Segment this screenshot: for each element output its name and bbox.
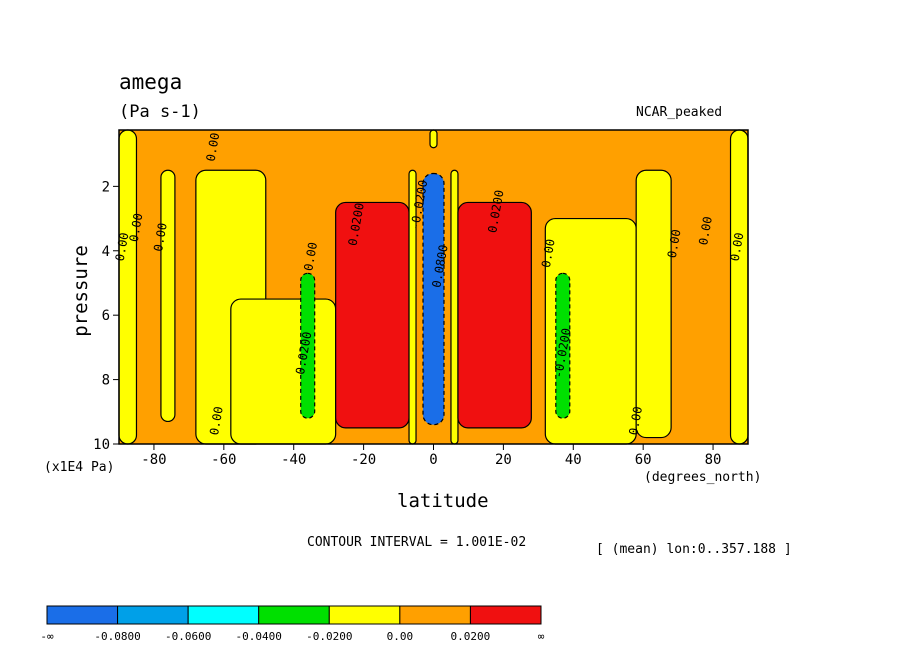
colorbar-label-7: ∞: [538, 630, 545, 643]
colorbar-label-3: -0.0400: [236, 630, 282, 643]
contour-label-14: 0.00: [665, 228, 684, 259]
y-tick-label-3: 8: [102, 373, 110, 389]
contour-region-13: [555, 272, 571, 419]
colorbar-bin-2: [187, 605, 260, 625]
contour-region-8: [422, 172, 445, 426]
contour-region-1: [118, 129, 138, 445]
contour-region-14: [635, 169, 672, 439]
x-tick-label-3: -20: [351, 452, 376, 468]
y-tick-label-0: 2: [102, 179, 110, 195]
contour-region-10: [457, 201, 532, 429]
x-tick-label-8: 80: [705, 452, 722, 468]
contour-label-16: 0.00: [728, 231, 747, 262]
contour-region-11: [429, 129, 438, 149]
contour-region-2: [160, 169, 176, 423]
x-tick-label-5: 20: [495, 452, 512, 468]
y-tick-label-1: 4: [102, 244, 110, 260]
contour-label-5: 0.00: [301, 241, 320, 272]
contour-region-5: [300, 272, 316, 419]
colorbar-label-2: -0.0600: [165, 630, 211, 643]
averaging-note: [ (mean) lon:0..357.188 ]: [596, 542, 792, 557]
colorbar-label-6: 0.0200: [451, 630, 491, 643]
y-axis-unit: (x1E4 Pa): [44, 460, 115, 475]
x-tick-label-7: 60: [635, 452, 652, 468]
contour-label-11: 0.00: [539, 238, 558, 269]
colorbar-bin-6: [469, 605, 542, 625]
y-tick-label-4: 10: [93, 437, 110, 453]
colorbar-bin-4: [328, 605, 401, 625]
x-tick-label-1: -60: [211, 452, 236, 468]
contour-region-15: [729, 129, 749, 445]
contour-label-0: 0.00: [204, 132, 223, 163]
contour-label-2: 0.00: [127, 212, 146, 243]
chart-units: (Pa s-1): [119, 102, 201, 122]
y-axis-title: pressure: [69, 245, 92, 337]
contour-label-15: 0.00: [696, 215, 715, 246]
x-tick-label-2: -40: [281, 452, 306, 468]
x-tick-label-6: 40: [565, 452, 582, 468]
x-tick-label-0: -80: [141, 452, 166, 468]
colorbar-label-1: -0.0800: [94, 630, 140, 643]
chart-title: amega: [119, 70, 183, 94]
contour-label-13: 0.00: [626, 405, 645, 436]
contour-label-3: 0.00: [151, 222, 170, 253]
x-axis-unit: (degrees_north): [644, 470, 762, 485]
colorbar-bin-1: [117, 605, 189, 625]
x-tick-label-4: 0: [429, 452, 437, 468]
colorbar-label-5: 0.00: [387, 630, 414, 643]
colorbar-label-4: -0.0200: [306, 630, 352, 643]
colorbar-label-0: -∞: [40, 630, 54, 643]
colorbar-bin-0: [46, 605, 119, 625]
contour-label-4: 0.00: [207, 405, 226, 436]
dataset-label: NCAR_peaked: [636, 105, 723, 120]
contour-region-9: [450, 169, 459, 445]
x-axis-title: latitude: [397, 490, 489, 512]
colorbar-bin-5: [399, 605, 471, 625]
colorbar-bin-3: [258, 605, 330, 625]
contour-label-1: 0.00: [113, 231, 132, 262]
contour-interval: CONTOUR INTERVAL = 1.001E-02: [307, 535, 527, 550]
y-tick-label-2: 6: [102, 308, 110, 324]
contour-region-4: [230, 298, 337, 445]
